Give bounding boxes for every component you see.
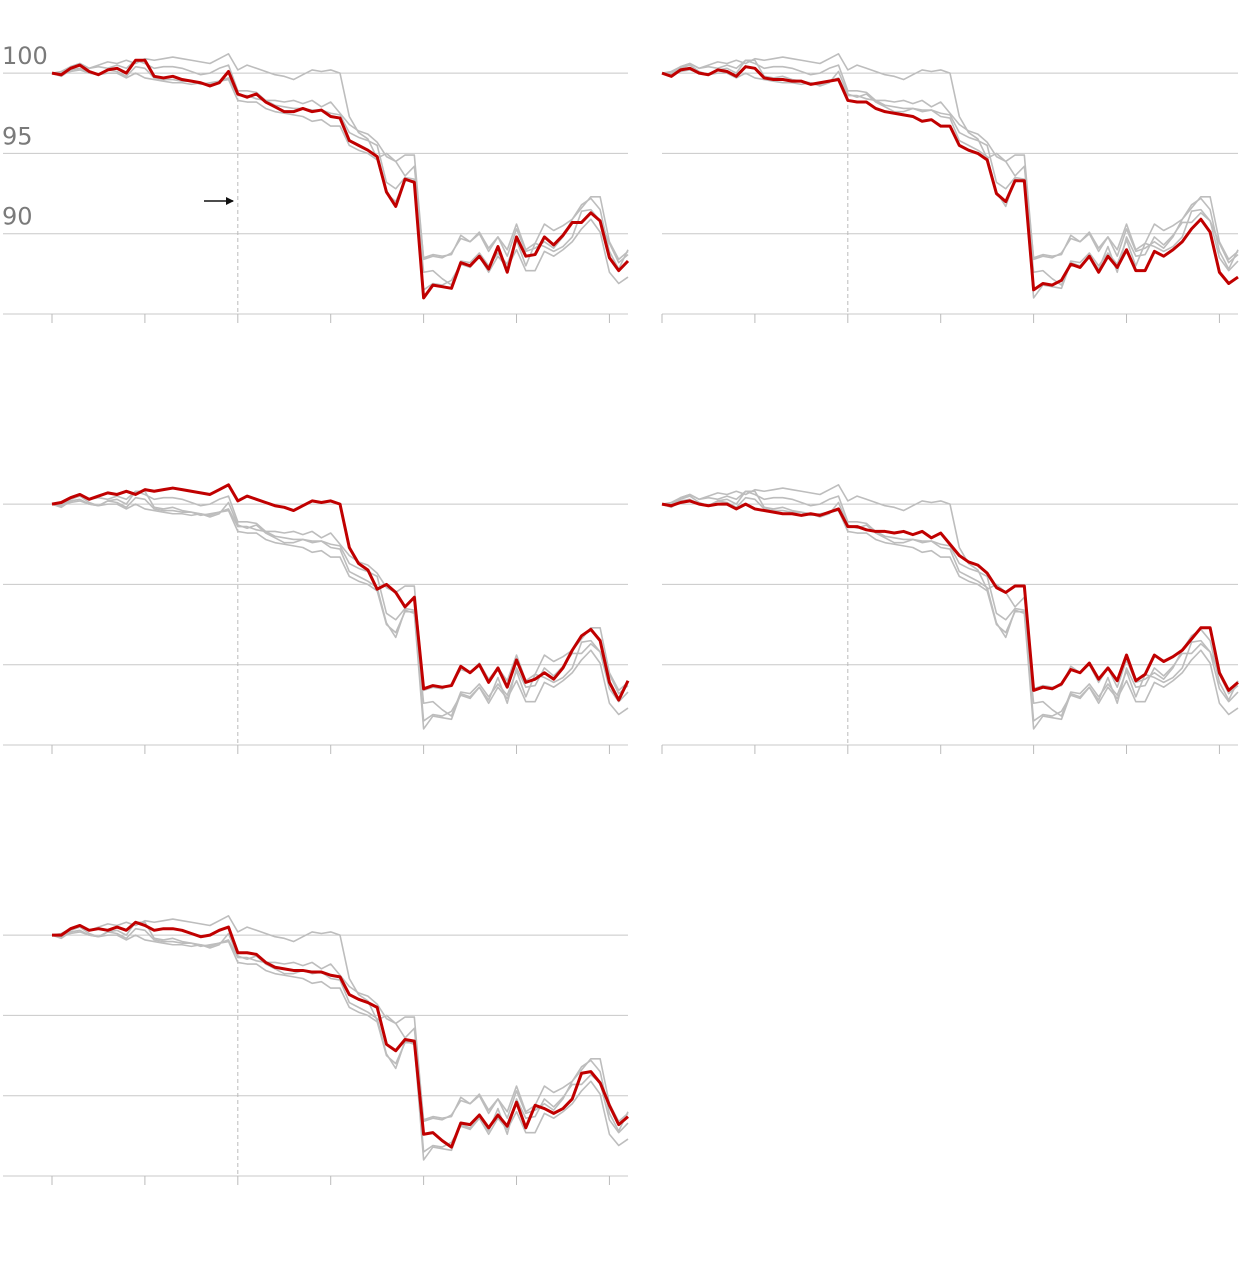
series-line [51,496,629,722]
series-line [661,53,1239,270]
series-line [661,59,1239,299]
series-line [51,915,629,1132]
series-line [51,65,629,291]
series-line [661,499,1239,692]
series-line [662,59,1239,286]
y-tick-label: 90 [2,203,33,231]
panels: 90 95 100 [2,42,1239,1185]
y-tick-label: 100 [2,42,48,70]
series-line [52,920,629,1149]
series-line [51,483,630,702]
series-line [51,500,629,692]
series-line [51,490,629,730]
series-line [661,69,1239,261]
series-line [661,496,1239,722]
series-line [661,490,1239,730]
series-line [661,484,1239,701]
series-line [51,53,629,270]
series-line [52,490,629,717]
series-line [662,490,1239,717]
series-line [51,921,629,1161]
y-tick-label: 95 [2,122,33,150]
series-line [51,927,629,1153]
series-line [661,65,1239,292]
series-line [51,931,629,1123]
series-line [52,59,629,286]
series-line [51,58,630,300]
series-line [51,69,629,261]
